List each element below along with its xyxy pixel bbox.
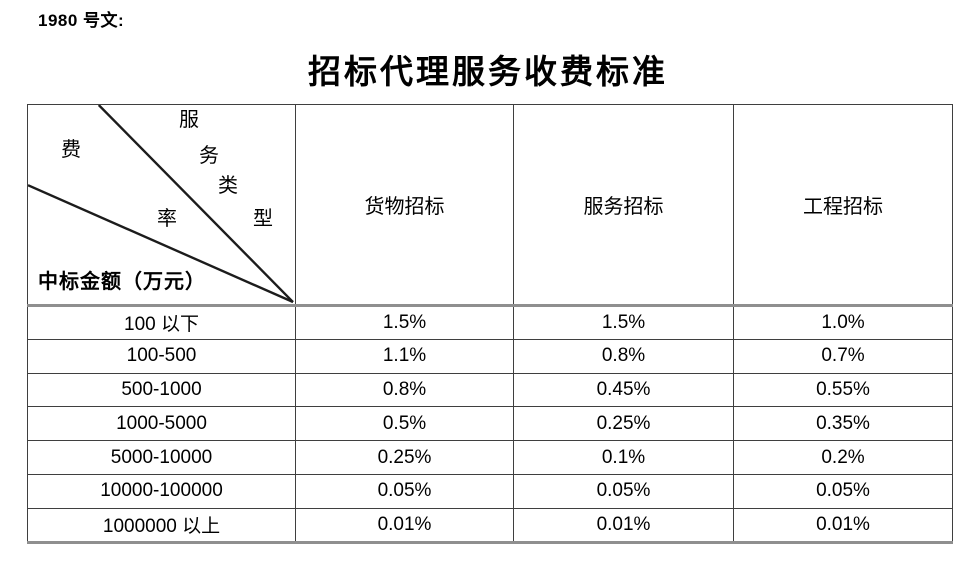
rate-cell: 0.35%	[733, 406, 953, 442]
table-row: 5000-10000 0.25% 0.1% 0.2%	[27, 440, 953, 475]
rate-cell: 1.1%	[295, 338, 514, 374]
diagonal-corner-cell: 费 服 务 类 型 率 中标金额（万元）	[27, 104, 296, 307]
corner-label-service-4: 型	[253, 208, 273, 230]
rate-cell: 0.55%	[733, 372, 953, 408]
column-header-service-bidding: 服务招标	[513, 104, 734, 307]
rate-cell: 0.01%	[513, 507, 734, 544]
row-label-cell: 100-500	[27, 338, 296, 374]
rate-cell: 0.05%	[733, 473, 953, 509]
doc-number: 1980 号文:	[38, 11, 125, 30]
corner-label-service-1: 服	[179, 109, 199, 131]
column-header-goods-bidding: 货物招标	[295, 104, 514, 307]
table-row: 100 以下 1.5% 1.5% 1.0%	[27, 305, 953, 340]
rate-cell: 0.2%	[733, 440, 953, 475]
rate-cell: 0.5%	[295, 406, 514, 442]
table-row: 1000-5000 0.5% 0.25% 0.35%	[27, 406, 953, 442]
corner-label-rate: 率	[157, 208, 177, 230]
corner-label-service-3: 类	[218, 175, 238, 197]
corner-label-service-2: 务	[199, 145, 219, 167]
row-label-cell: 1000000 以上	[27, 507, 296, 544]
corner-label-amount: 中标金额（万元）	[38, 271, 206, 293]
rate-cell: 0.1%	[513, 440, 734, 475]
rate-cell: 0.01%	[733, 507, 953, 544]
row-label-cell: 1000-5000	[27, 406, 296, 442]
row-label-cell: 500-1000	[27, 372, 296, 408]
rate-cell: 0.05%	[513, 473, 734, 509]
table-row: 100-500 1.1% 0.8% 0.7%	[27, 338, 953, 374]
rate-cell: 0.25%	[513, 406, 734, 442]
row-label-cell: 10000-100000	[27, 473, 296, 509]
rate-cell: 0.8%	[295, 372, 514, 408]
rate-cell: 0.8%	[513, 338, 734, 374]
table-row: 500-1000 0.8% 0.45% 0.55%	[27, 372, 953, 408]
table-row: 10000-100000 0.05% 0.05% 0.05%	[27, 473, 953, 509]
rate-cell: 1.0%	[733, 305, 953, 340]
row-label-cell: 100 以下	[27, 305, 296, 340]
column-header-project-bidding: 工程招标	[733, 104, 953, 307]
rate-cell: 0.01%	[295, 507, 514, 544]
rate-cell: 1.5%	[295, 305, 514, 340]
page-title: 招标代理服务收费标准	[308, 55, 668, 91]
row-label-cell: 5000-10000	[27, 440, 296, 475]
rate-cell: 0.45%	[513, 372, 734, 408]
corner-label-fee: 费	[61, 139, 81, 161]
rate-cell: 0.05%	[295, 473, 514, 509]
header-row: 费 服 务 类 型 率 中标金额（万元） 货物招标 服务招标 工程招标	[27, 104, 953, 307]
diagonal-divider-lines	[28, 105, 294, 304]
rate-cell: 1.5%	[513, 305, 734, 340]
rate-cell: 0.25%	[295, 440, 514, 475]
fee-standard-table: 费 服 务 类 型 率 中标金额（万元） 货物招标 服务招标 工程招标 100 …	[27, 104, 953, 544]
rate-cell: 0.7%	[733, 338, 953, 374]
table-row: 1000000 以上 0.01% 0.01% 0.01%	[27, 507, 953, 544]
